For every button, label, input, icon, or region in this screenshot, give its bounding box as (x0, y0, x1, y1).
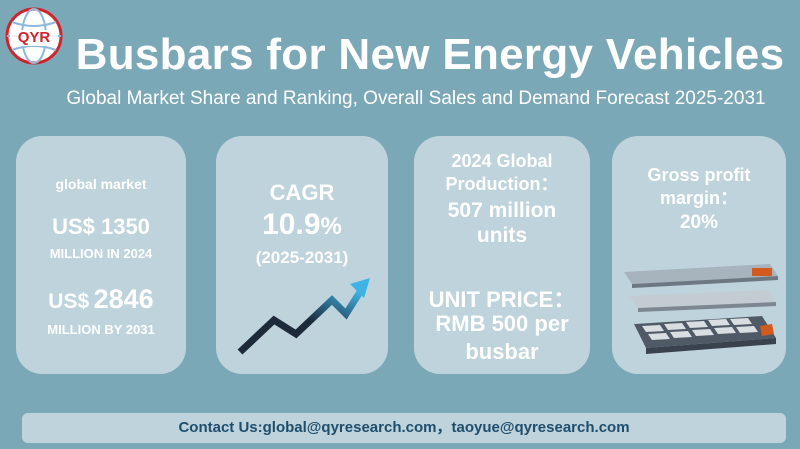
gross-margin-card: Gross profit margin： 20% (612, 136, 786, 374)
logo-text: QYR (17, 29, 51, 46)
market-size-card: global market US$ 1350 MILLION IN 2024 U… (16, 136, 186, 374)
contact-bar: Contact Us:global@qyresearch.com，taoyue@… (22, 413, 786, 443)
production-label-line2: Production： (445, 174, 559, 194)
cagr-card: CAGR 10.9% (2025-2031) (216, 136, 388, 374)
market-unit-2024: MILLION IN 2024 (49, 246, 153, 261)
market-value-2024: US$ 1350 (52, 214, 150, 239)
battery-pack-icon (624, 264, 778, 354)
market-label: global market (55, 176, 147, 192)
cagr-label: CAGR (269, 180, 335, 205)
market-2031-number: 2846 (93, 284, 154, 314)
margin-label-line2: margin： (659, 188, 738, 208)
unit-price-line2: busbar (465, 339, 539, 364)
unit-price-value: RMB 500 per busbar (414, 310, 590, 366)
market-value-2031: US$ 2846 (16, 284, 186, 315)
cagr-percent: % (320, 213, 342, 240)
page-title: Busbars for New Energy Vehicles (75, 30, 785, 79)
margin-label-line1: Gross profit (647, 165, 751, 185)
production-value-line2: units (476, 224, 528, 247)
unit-price-label: UNIT PRICE： (428, 287, 576, 312)
qyr-logo: QYR (4, 6, 64, 66)
margin-value: 20% (679, 212, 719, 233)
cagr-number: 10.9 (262, 208, 321, 241)
globe-icon (5, 7, 63, 65)
production-value: 507 million units (414, 198, 590, 248)
margin-label: Gross profit margin： (612, 164, 786, 210)
market-unit-2031: MILLION BY 2031 (47, 322, 155, 337)
production-value-line1: 507 million (447, 199, 557, 222)
production-card: 2024 Global Production： 507 million unit… (414, 136, 590, 374)
trend-arrow-icon (237, 278, 370, 355)
production-label: 2024 Global Production： (414, 150, 590, 196)
cagr-period: (2025-2031) (255, 248, 349, 267)
cagr-value: 10.9% (216, 208, 388, 242)
production-label-line1: 2024 Global (451, 151, 553, 171)
unit-price-line1: RMB 500 per (435, 311, 569, 336)
page-subtitle: Global Market Share and Ranking, Overall… (66, 88, 766, 109)
market-2031-prefix: US$ (48, 290, 90, 313)
